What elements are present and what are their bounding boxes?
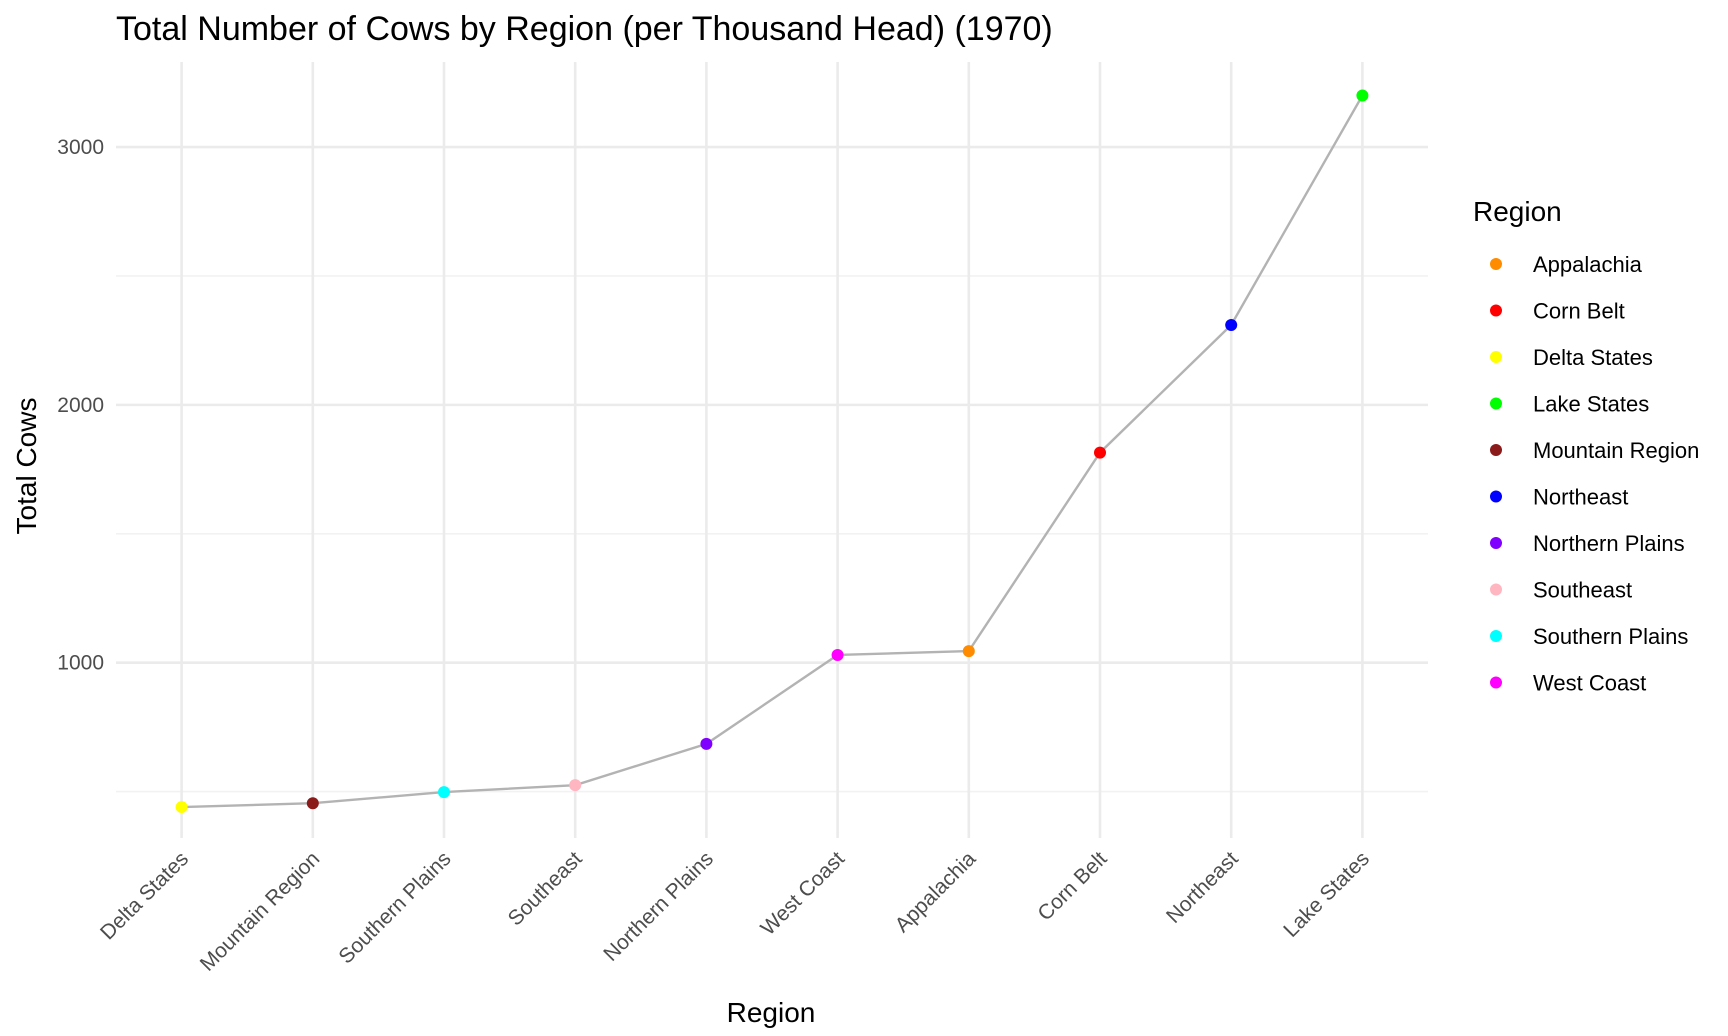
x-axis-ticks: Delta States Mountain Region Southern Plai… <box>96 847 1374 976</box>
legend-label: West Coast <box>1533 671 1646 696</box>
data-point <box>1094 446 1106 459</box>
data-point <box>569 779 582 792</box>
x-tick-label: Northern Plains <box>599 847 718 966</box>
y-axis-title: Total Cows <box>11 398 42 535</box>
legend-key <box>1490 304 1502 317</box>
legend-title: Region <box>1473 196 1562 227</box>
y-axis-ticks: 1000 2000 3000 <box>57 136 104 675</box>
y-tick-label: 1000 <box>57 652 104 675</box>
legend-key <box>1490 351 1502 363</box>
legend-key <box>1490 630 1502 642</box>
x-axis-title: Region <box>727 997 816 1028</box>
legend-key <box>1490 537 1502 549</box>
legend-label: Southeast <box>1533 578 1632 603</box>
data-point <box>1225 318 1238 331</box>
data-point <box>831 648 844 661</box>
y-tick-label: 2000 <box>57 394 104 417</box>
x-tick-label: West Coast <box>756 847 849 940</box>
x-tick-label: Corn Belt <box>1033 847 1111 925</box>
series-line <box>181 94 1364 809</box>
legend-label: Northeast <box>1533 485 1628 510</box>
legend-label: Mountain Region <box>1533 438 1699 463</box>
grid <box>116 62 1428 838</box>
legend-key <box>1490 397 1502 410</box>
x-tick-label: Appalachia <box>891 847 981 937</box>
x-tick-label: Southeast <box>504 847 587 930</box>
x-tick-label: Lake States <box>1279 847 1374 942</box>
legend-key <box>1490 258 1502 270</box>
data-point <box>1356 89 1369 102</box>
x-tick-label: Southern Plains <box>334 847 455 968</box>
legend-key <box>1490 676 1502 689</box>
legend-label: Lake States <box>1533 392 1649 417</box>
x-tick-label: Delta States <box>96 847 193 944</box>
series <box>175 89 1369 814</box>
x-tick-label: Mountain Region <box>196 847 325 976</box>
data-point <box>962 645 975 658</box>
x-tick-label: Northeast <box>1162 847 1243 928</box>
legend-key <box>1490 583 1502 596</box>
data-point <box>700 737 713 750</box>
legend-key <box>1490 490 1502 503</box>
legend-label: Appalachia <box>1533 252 1643 277</box>
data-point <box>175 801 188 814</box>
data-point <box>306 797 319 810</box>
chart-title: Total Number of Cows by Region (per Thou… <box>116 10 1053 48</box>
data-point <box>438 786 450 799</box>
y-tick-label: 3000 <box>57 136 104 159</box>
legend-label: Delta States <box>1533 345 1653 370</box>
legend: Region Appalachia Corn Belt Delta States La… <box>1473 196 1699 696</box>
legend-key <box>1490 444 1502 456</box>
legend-label: Southern Plains <box>1533 624 1688 649</box>
legend-label: Northern Plains <box>1533 531 1685 556</box>
legend-label: Corn Belt <box>1533 299 1625 324</box>
